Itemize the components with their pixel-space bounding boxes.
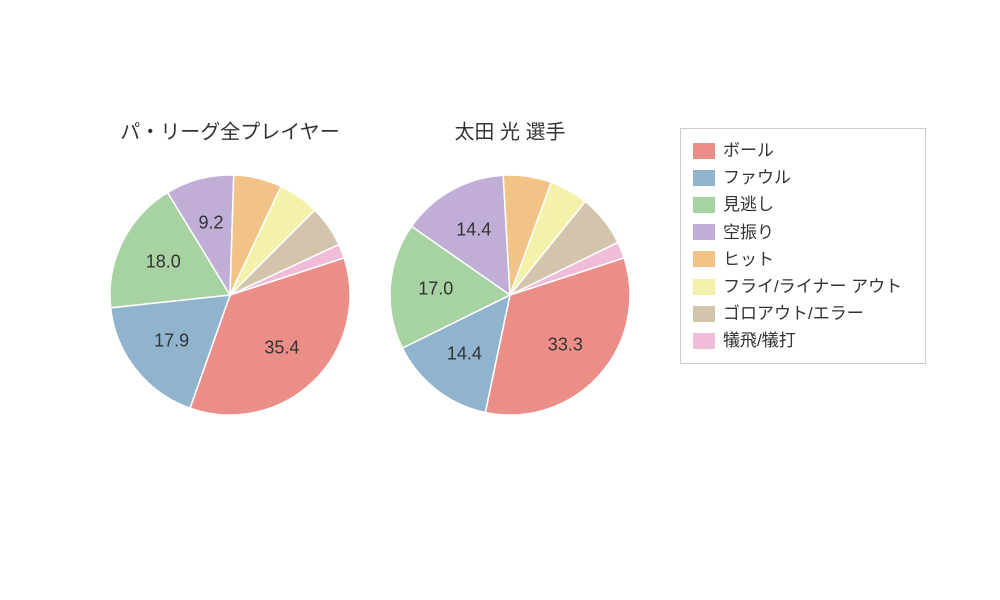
legend-item-sac: 犠飛/犠打	[693, 327, 913, 354]
legend-label-hit: ヒット	[723, 246, 774, 273]
slice-label-player-swing: 14.4	[456, 220, 491, 241]
legend-item-flyliner: フライ/ライナー アウト	[693, 273, 913, 300]
slice-label-league-swing: 9.2	[199, 213, 224, 234]
legend-label-swing: 空振り	[723, 219, 774, 246]
legend-label-foul: ファウル	[723, 164, 791, 191]
legend-label-flyliner: フライ/ライナー アウト	[723, 273, 902, 300]
legend-item-ball: ボール	[693, 137, 913, 164]
chart-title-player: 太田 光 選手	[454, 116, 565, 145]
legend-swatch-ball	[693, 143, 715, 159]
legend-item-foul: ファウル	[693, 164, 913, 191]
chart-canvas: パ・リーグ全プレイヤー 35.4 17.9 18.0 9.2 太田 光 選手 33.3 14.…	[0, 0, 1000, 600]
legend-item-ground: ゴロアウト/エラー	[693, 300, 913, 327]
slice-label-player-look: 17.0	[418, 279, 453, 300]
legend-item-swing: 空振り	[693, 219, 913, 246]
chart-title-league: パ・リーグ全プレイヤー	[120, 116, 339, 145]
legend-label-sac: 犠飛/犠打	[723, 327, 796, 354]
slice-label-league-ball: 35.4	[264, 338, 299, 359]
slice-label-league-look: 18.0	[146, 252, 181, 273]
slice-label-player-ball: 33.3	[548, 334, 583, 355]
legend-swatch-foul	[693, 170, 715, 186]
legend-swatch-look	[693, 197, 715, 213]
legend-label-ground: ゴロアウト/エラー	[723, 300, 864, 327]
pie-league	[110, 175, 350, 415]
legend-item-hit: ヒット	[693, 246, 913, 273]
legend-swatch-sac	[693, 333, 715, 349]
legend-swatch-hit	[693, 251, 715, 267]
legend-swatch-ground	[693, 306, 715, 322]
legend-swatch-flyliner	[693, 279, 715, 295]
legend-label-look: 見逃し	[723, 191, 774, 218]
legend-item-look: 見逃し	[693, 191, 913, 218]
legend-swatch-swing	[693, 224, 715, 240]
legend: ボールファウル見逃し空振りヒットフライ/ライナー アウトゴロアウト/エラー犠飛/…	[680, 128, 926, 364]
slice-label-league-foul: 17.9	[154, 331, 189, 352]
slice-label-player-foul: 14.4	[447, 343, 482, 364]
legend-label-ball: ボール	[723, 137, 774, 164]
pie-wrap-league	[110, 175, 350, 420]
